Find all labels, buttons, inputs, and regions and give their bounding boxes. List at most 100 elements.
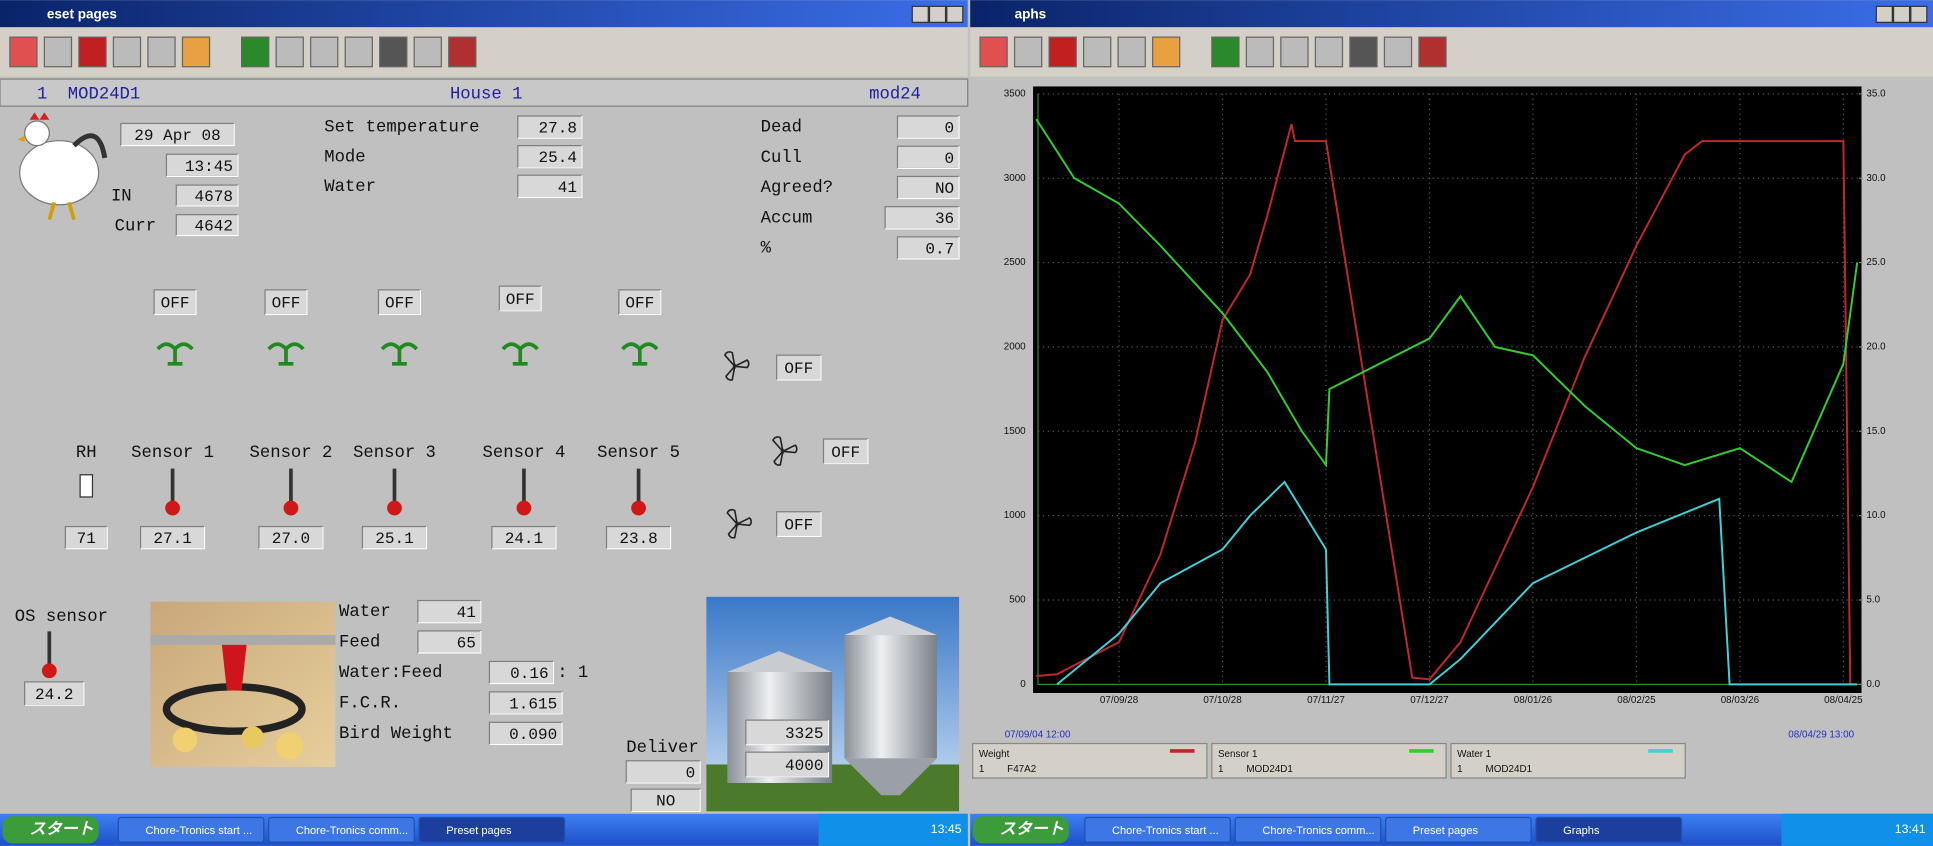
setting-value: 27.8 (538, 120, 576, 138)
toolbar-button[interactable] (1350, 37, 1377, 67)
taskbar-item[interactable] (1536, 817, 1681, 842)
toolbar-button[interactable] (79, 37, 106, 67)
stat-value: 0 (945, 120, 955, 138)
legend-name: Weight (979, 749, 1010, 760)
toolbar-button[interactable] (182, 37, 209, 67)
feed-label: Feed (339, 634, 380, 653)
sensor-label: Sensor 4 (483, 444, 566, 463)
window-button[interactable] (1911, 6, 1927, 22)
screen: eset pages aphs スタート スタート 13:45 13:41 1M (0, 0, 1933, 846)
feed-label: Bird Weight (339, 725, 453, 744)
setting-label: Set temperature (324, 119, 479, 138)
taskbar-item-label: Chore-Tronics start ... (1112, 825, 1219, 837)
toolbar-button[interactable] (311, 37, 338, 67)
toolbar-button[interactable] (113, 37, 140, 67)
toolbar-button[interactable] (1153, 37, 1180, 67)
setting-label: Water (324, 178, 376, 197)
toolbar (970, 27, 1933, 76)
fan-state: OFF (784, 517, 813, 535)
toolbar-button[interactable] (414, 37, 441, 67)
deliver-value: 0 (686, 764, 696, 782)
y2-tick-label: 15.0 (1866, 426, 1886, 437)
thermometer-bulb (284, 501, 299, 516)
toolbar-button[interactable] (1384, 37, 1411, 67)
sensor-label: Sensor 2 (250, 444, 333, 463)
toolbar (0, 27, 968, 76)
in-value: 4678 (195, 188, 233, 206)
toolbar-button[interactable] (276, 37, 303, 67)
heater-state: OFF (161, 295, 190, 313)
y2-tick-label: 5.0 (1866, 595, 1880, 606)
clock: 13:41 (1895, 822, 1926, 836)
fan-state: OFF (784, 360, 813, 378)
silo-photo (706, 597, 959, 812)
toolbar-button[interactable] (1246, 37, 1273, 67)
y2-tick-label: 35.0 (1866, 88, 1886, 99)
thermometer-bulb (387, 501, 402, 516)
fan-state: OFF (831, 444, 860, 462)
x-tick-label: 07/11/27 (1307, 695, 1345, 706)
taskbar-item-label: Graphs (1563, 825, 1600, 837)
humidity-icon (80, 475, 92, 497)
stat-value: 0.7 (925, 240, 954, 258)
feed-value: 0.090 (509, 726, 557, 744)
deliver-status: NO (656, 793, 675, 811)
taskbar-item-label: Preset pages (446, 825, 512, 837)
toolbar-button[interactable] (148, 37, 175, 67)
stat-label: % (761, 240, 772, 259)
sensor-value: 23.8 (619, 530, 657, 548)
sensor-label: RH (76, 444, 97, 463)
header-module: MOD24D1 (68, 85, 140, 104)
y2-tick-label: 10.0 (1866, 510, 1886, 521)
heater-state: OFF (385, 295, 414, 313)
toolbar-button[interactable] (1049, 37, 1076, 67)
os-sensor-value: 24.2 (35, 686, 73, 704)
feed-label: Water:Feed (339, 664, 443, 683)
y-tick-label: 0 (1020, 679, 1026, 690)
deliver-label: Deliver (626, 739, 698, 758)
window-button[interactable] (912, 6, 928, 22)
silo-level: 3325 (785, 725, 823, 743)
toolbar-button[interactable] (345, 37, 372, 67)
sensor-label: Sensor 5 (597, 444, 680, 463)
x-tick-label: 07/10/28 (1203, 695, 1242, 706)
feeder-photo (150, 602, 335, 767)
thermometer-bulb (517, 501, 532, 516)
toolbar-button[interactable] (44, 37, 71, 67)
window-button[interactable] (1876, 6, 1892, 22)
window-button[interactable] (930, 6, 946, 22)
toolbar-button[interactable] (449, 37, 476, 67)
toolbar-button[interactable] (1419, 37, 1446, 67)
toolbar-button[interactable] (1212, 37, 1239, 67)
stat-value: 0 (945, 150, 955, 168)
title-bar[interactable] (0, 0, 968, 27)
y-tick-label: 2500 (1004, 257, 1026, 268)
y-tick-label: 3500 (1004, 88, 1026, 99)
legend-module: F47A2 (1007, 764, 1036, 775)
legend-name: Sensor 1 (1218, 749, 1257, 760)
curr-value: 4642 (195, 218, 233, 236)
os-sensor-label: OS sensor (15, 608, 108, 627)
heater-state: OFF (625, 295, 654, 313)
toolbar-button[interactable] (242, 37, 269, 67)
toolbar-button[interactable] (1118, 37, 1145, 67)
toolbar-button[interactable] (10, 37, 37, 67)
toolbar-button[interactable] (1084, 37, 1111, 67)
x-tick-label: 07/12/27 (1410, 695, 1448, 706)
toolbar-button[interactable] (1281, 37, 1308, 67)
title-bar[interactable] (970, 0, 1933, 27)
ratio-suffix: : 1 (557, 664, 588, 683)
toolbar-button[interactable] (380, 37, 407, 67)
sensor-value: 25.1 (375, 530, 413, 548)
y-tick-label: 1500 (1004, 426, 1026, 437)
window-button[interactable] (1894, 6, 1910, 22)
toolbar-button[interactable] (980, 37, 1007, 67)
y-tick-label: 2000 (1004, 342, 1026, 353)
toolbar-button[interactable] (1315, 37, 1342, 67)
x-start-label: 07/09/04 12:00 (1005, 730, 1071, 741)
silo-level: 4000 (785, 757, 823, 775)
sensor-value: 24.1 (505, 530, 543, 548)
window-button[interactable] (947, 6, 963, 22)
sensor-value: 71 (77, 530, 96, 548)
toolbar-button[interactable] (1015, 37, 1042, 67)
